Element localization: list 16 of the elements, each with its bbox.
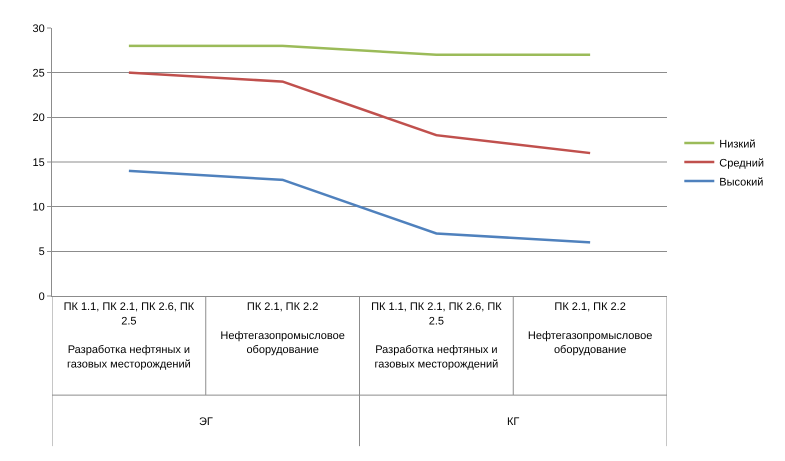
y-tick-label: 10 — [32, 202, 45, 214]
category-label: ПК 2.1, ПК 2.2 Нефтегазопромысловое оборудование — [528, 301, 652, 356]
category-label: ПК 2.1, ПК 2.2 Нефтегазопромысловое оборудование — [220, 301, 345, 356]
y-tick-label: 20 — [32, 112, 45, 124]
y-tick-label: 25 — [32, 68, 45, 80]
text: КГ — [507, 416, 520, 428]
y-tick-label: 5 — [38, 246, 45, 258]
legend-label: Средний — [719, 157, 764, 170]
text: ЭГ — [199, 416, 213, 428]
y-tick-label: 15 — [32, 156, 45, 169]
category-label: ПК 1.1, ПК 2.1, ПК 2.6, ПК 2.5 Разработка нефтяных и газовых месторождений — [64, 301, 194, 370]
legend-label: Низкий — [719, 138, 756, 150]
legend-label: Высокий — [719, 176, 764, 188]
y-tick-label: 0 — [38, 290, 45, 303]
category-label: ПК 1.1, ПК 2.1, ПК 2.6, ПК 2.5 Разработка нефтяных и газовых месторождений — [371, 301, 502, 370]
y-tick-label: 30 — [32, 22, 45, 35]
